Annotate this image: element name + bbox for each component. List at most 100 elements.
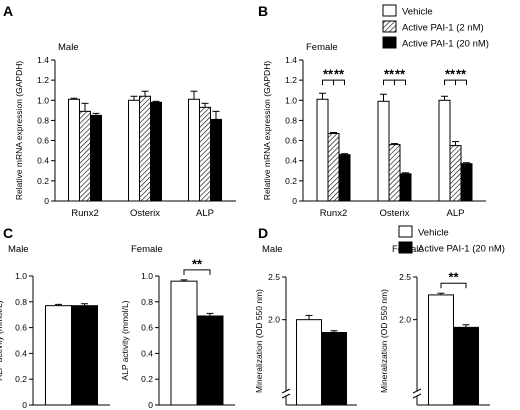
significance-label: **	[323, 67, 334, 82]
y-tick-label: 1.0	[141, 271, 153, 281]
bar	[188, 98, 200, 202]
significance-bracket	[183, 269, 211, 275]
bar	[150, 101, 162, 202]
y-tick-label: 0.6	[141, 323, 153, 333]
panel-label-d: D	[258, 225, 268, 241]
x-tick-label: Runx2	[320, 208, 347, 219]
legend-swatch	[398, 225, 413, 238]
y-axis-label: ALP activity (mmol/L)	[0, 300, 4, 380]
y-tick-label: 0.6	[37, 136, 49, 146]
legend-swatch	[382, 20, 397, 33]
legend-swatch	[382, 36, 397, 49]
y-tick-label: 0.8	[141, 297, 153, 307]
y-tick-label: 0.8	[285, 115, 297, 125]
y-tick-label: 2.5	[399, 272, 411, 282]
bar	[128, 99, 140, 202]
axis-break-mark	[281, 388, 291, 394]
chart-d-female: Female Mineralization (OD 550 nm) 2.0 2.5 **	[379, 244, 490, 406]
y-tick-label: 2.5	[268, 272, 280, 282]
bar	[90, 114, 102, 202]
y-tick-label: 0.4	[285, 156, 297, 166]
legend-label: Active PAI-1 (2 nM)	[402, 23, 484, 34]
y-tick-label: 1.2	[285, 75, 297, 85]
y-tick-label: 1.0	[37, 95, 49, 105]
axis-break-mark	[412, 393, 422, 399]
chart-a-male: Male Relative mRNA expression (GAPDH) 0 0.2…	[14, 42, 236, 219]
bar	[449, 145, 462, 202]
bar	[68, 98, 80, 202]
bar	[399, 173, 412, 202]
y-tick-label: 1.4	[37, 55, 49, 65]
bar	[210, 118, 222, 202]
y-tick-label: 2.0	[268, 315, 280, 325]
y-tick-label: 0.6	[285, 136, 297, 146]
x-tick-label: Osterix	[379, 208, 409, 219]
significance-bracket	[440, 282, 467, 289]
significance-label: **	[395, 67, 406, 82]
y-tick-label: 0	[292, 196, 297, 206]
panel-label-a: A	[3, 3, 13, 19]
chart-subtitle: Female	[306, 42, 338, 53]
y-tick-label: 0.6	[15, 323, 27, 333]
y-tick-label: 1.0	[15, 271, 27, 281]
panel-label-c: C	[3, 225, 13, 241]
y-tick-label: 2.0	[399, 315, 411, 325]
panel-label-b: B	[258, 3, 268, 19]
bar	[71, 305, 98, 406]
x-tick-label: ALP	[447, 208, 465, 219]
legend-label: Vehicle	[418, 228, 449, 239]
chart-b-female: Female Relative mRNA expression (GAPDH) 0 0…	[262, 42, 486, 219]
chart-c-female: Female ALP activity (mmol/L) 0 0.2 0.4 0.6 0.8…	[120, 244, 235, 410]
x-tick-label: Osterix	[130, 208, 160, 219]
legend-swatch	[382, 4, 397, 17]
y-tick-label: 0	[44, 196, 49, 206]
significance-label: **	[384, 67, 395, 82]
bar	[388, 144, 401, 202]
bar	[327, 133, 340, 202]
chart-d-male: Male Mineralization (OD 550 nm) 2.0 2.5	[254, 244, 357, 406]
bar	[321, 331, 347, 406]
y-tick-label: 1.4	[285, 55, 297, 65]
x-tick-label: Runx2	[71, 208, 98, 219]
y-tick-label: 0.4	[141, 348, 153, 358]
y-tick-label: 1.2	[37, 75, 49, 85]
bar	[79, 110, 91, 202]
significance-label: **	[445, 67, 456, 82]
bar	[296, 319, 322, 406]
bar	[338, 154, 351, 202]
y-tick-label: 0.8	[37, 115, 49, 125]
bar	[438, 99, 451, 202]
bar	[453, 326, 479, 406]
legend-top: Vehicle Active PAI-1 (2 nM) Active PAI-1 (…	[382, 4, 489, 50]
x-tick-label: ALP	[196, 208, 214, 219]
y-tick-label: 1.0	[285, 95, 297, 105]
chart-subtitle: Female	[392, 244, 424, 255]
significance-bracket	[333, 79, 345, 86]
bar	[460, 163, 473, 202]
y-axis-label: Mineralization (OD 550 nm)	[379, 289, 389, 393]
y-tick-label: 0.2	[141, 374, 153, 384]
bar	[45, 305, 72, 406]
y-tick-label: 0.2	[285, 176, 297, 186]
y-tick-label: 0	[148, 400, 153, 410]
y-axis-label: ALP activity (mmol/L)	[120, 300, 130, 380]
y-tick-label: 0.2	[15, 374, 27, 384]
y-axis-label: Relative mRNA expression (GAPDH)	[14, 61, 24, 201]
significance-label: **	[192, 256, 203, 271]
y-tick-label: 0.4	[37, 156, 49, 166]
y-tick-label: 0	[22, 400, 27, 410]
chart-subtitle: Male	[58, 42, 79, 53]
significance-label: **	[448, 270, 459, 285]
significance-label: **	[456, 67, 467, 82]
bar	[316, 98, 329, 202]
axis-break-mark	[281, 393, 291, 399]
significance-bracket	[455, 79, 467, 86]
chart-subtitle: Male	[262, 244, 283, 255]
y-tick-label: 0.4	[15, 348, 27, 358]
charts: Male Relative mRNA expression (GAPDH) 0 0.2…	[0, 42, 490, 410]
bar	[196, 315, 224, 406]
axis-break-mark	[412, 388, 422, 394]
legend-label: Vehicle	[402, 7, 433, 18]
bar	[428, 294, 454, 406]
